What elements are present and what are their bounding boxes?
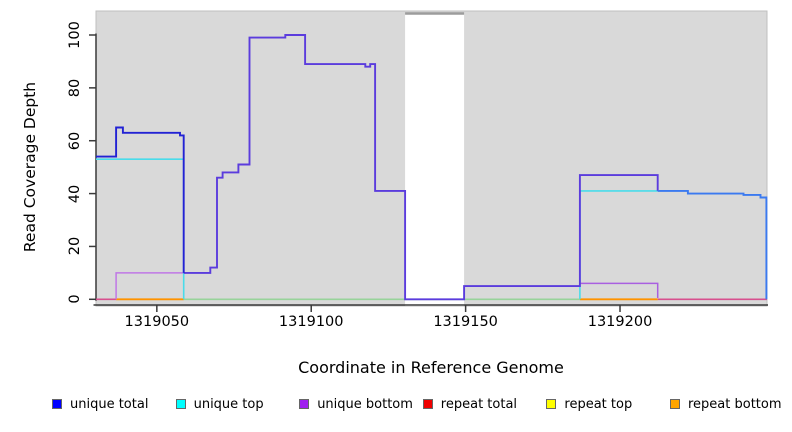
y-tick-label: 60 bbox=[67, 131, 83, 150]
y-tick-label: 0 bbox=[67, 294, 83, 304]
series-unique-bottom-left bbox=[115, 272, 186, 300]
unique-top-swatch-icon bbox=[175, 399, 186, 409]
y-tick-label: 80 bbox=[67, 78, 83, 98]
x-tick-label: 1319150 bbox=[433, 314, 498, 330]
legend-item-unique-total: unique total bbox=[52, 395, 148, 413]
unique-total-swatch-icon bbox=[52, 399, 62, 409]
legend-label: repeat total bbox=[440, 396, 518, 412]
x-tick-label: 1319050 bbox=[124, 314, 190, 330]
repeat-top-swatch-icon bbox=[546, 399, 557, 409]
series-unique-total-left bbox=[96, 126, 185, 273]
series-unique-bottom-right bbox=[579, 282, 659, 298]
coverage-gap-band bbox=[405, 14, 465, 306]
legend-item-repeat-bottom: repeat bottom bbox=[670, 395, 782, 413]
legend-item-repeat-top: repeat top bbox=[546, 395, 632, 413]
x-axis-title: Coordinate in Reference Genome bbox=[298, 358, 564, 377]
x-tick-label: 1319100 bbox=[278, 314, 344, 330]
legend-item-repeat-total: repeat total bbox=[422, 395, 518, 413]
y-axis-title: Read Coverage Depth bbox=[21, 81, 39, 253]
legend-item-unique-bottom: unique bottom bbox=[299, 395, 413, 413]
legend-label: repeat top bbox=[564, 396, 633, 412]
legend-label: repeat bottom bbox=[688, 396, 782, 412]
repeat-bottom-swatch-icon bbox=[670, 399, 680, 409]
legend-item-unique-top: unique top bbox=[175, 395, 264, 413]
legend-label: unique top bbox=[193, 396, 264, 412]
series-unique-total-bottom-overlap bbox=[183, 34, 659, 301]
legend-label: unique bottom bbox=[317, 396, 413, 412]
y-tick-label: 100 bbox=[67, 21, 83, 49]
y-tick-label: 20 bbox=[67, 237, 83, 256]
repeat-total-swatch-icon bbox=[422, 399, 433, 409]
x-tick-label: 1319200 bbox=[587, 314, 653, 330]
legend-label: unique total bbox=[70, 396, 149, 412]
legend: unique total unique top unique bottom repea… bbox=[0, 395, 792, 415]
unique-bottom-swatch-icon bbox=[299, 399, 310, 409]
y-tick-label: 40 bbox=[67, 184, 83, 203]
series-unique-total-top-overlap-tail bbox=[657, 189, 768, 300]
